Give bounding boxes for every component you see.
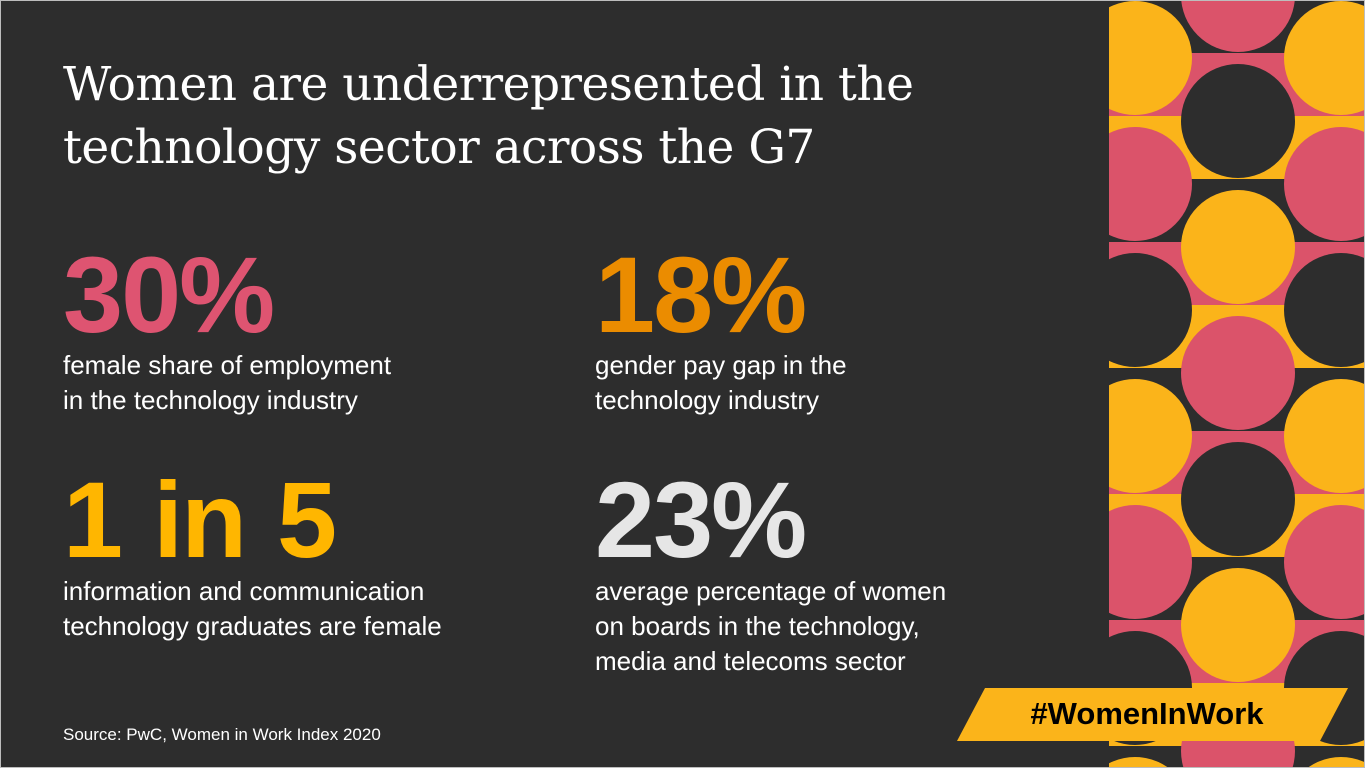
headline-line-2: technology sector across the G7 <box>63 120 815 175</box>
stat-description: information and communication technology… <box>63 574 442 644</box>
stat-description-line: average percentage of women <box>595 576 947 606</box>
stat-value: 1 in 5 <box>63 459 337 580</box>
stat-female-employment: 30% female share of employment in the te… <box>63 234 391 418</box>
source-citation: Source: PwC, Women in Work Index 2020 <box>63 725 381 744</box>
stat-description-line: gender pay gap in the <box>595 350 847 380</box>
stat-value: 30% <box>63 234 275 355</box>
decorative-circle-pattern <box>1108 1 1364 767</box>
stat-description: average percentage of women on boards in… <box>595 574 946 679</box>
stat-ict-graduates: 1 in 5 information and communication tec… <box>63 459 442 644</box>
stat-value: 23% <box>595 459 807 580</box>
stat-description-line: technology industry <box>595 385 820 415</box>
hashtag-label[interactable]: #WomenInWork <box>1030 696 1264 731</box>
headline-line-1: Women are underrepresented in the <box>63 57 914 112</box>
stat-description-line: female share of employment <box>63 350 392 380</box>
stat-description-line: on boards in the technology, <box>595 611 920 641</box>
stat-description-line: media and telecoms sector <box>595 646 906 676</box>
stat-description: female share of employment in the techno… <box>63 348 391 418</box>
stat-description-line: information and communication <box>63 576 425 606</box>
stat-value: 18% <box>595 234 807 355</box>
stat-description-line: in the technology industry <box>63 385 358 415</box>
circle-pattern-graphic <box>1108 1 1364 767</box>
stat-gender-pay-gap: 18% gender pay gap in the technology ind… <box>595 234 847 418</box>
stat-women-on-boards: 23% average percentage of women on board… <box>595 459 946 679</box>
stat-description: gender pay gap in the technology industr… <box>595 348 847 418</box>
headline: Women are underrepresented in the techno… <box>63 53 1063 179</box>
stat-description-line: technology graduates are female <box>63 611 442 641</box>
